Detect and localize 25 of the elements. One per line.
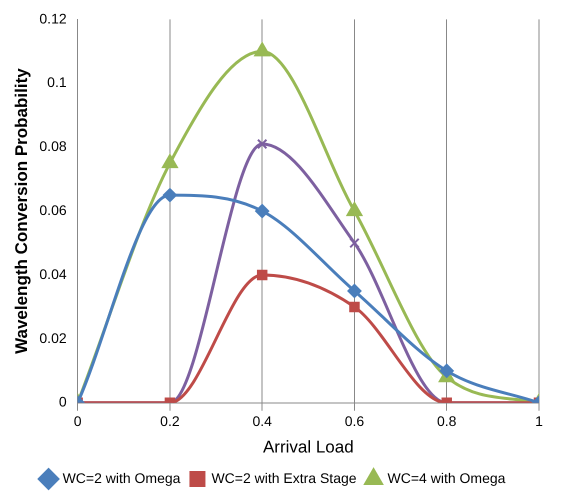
y-tick-label: 0.12: [39, 10, 67, 26]
y-axis-title: Wavelength Conversion Probability: [12, 68, 31, 354]
x-axis-title: Arrival Load: [262, 437, 354, 456]
y-tick-label: 0.04: [39, 266, 67, 282]
x-tick-label: 0.2: [160, 413, 180, 430]
point: [162, 188, 177, 202]
y-tick-label: 0.06: [39, 202, 67, 218]
x-tick-label: 0: [74, 413, 82, 430]
x-tick-label: 0.6: [344, 413, 364, 430]
point: [347, 284, 362, 298]
y-tick-label: 0.08: [39, 138, 67, 154]
y-tick-label: 0.1: [47, 74, 67, 90]
point: [255, 204, 270, 218]
x-tick-label: 1: [535, 413, 544, 430]
x-tick-label: 0.4: [252, 413, 272, 430]
y-tick-label: 0.02: [39, 330, 67, 346]
point: [349, 238, 360, 248]
point: [256, 138, 268, 150]
legend-label: WC=4 with Omega: [388, 470, 506, 486]
point: [256, 270, 268, 280]
y-tick-label: 0: [58, 394, 67, 410]
point: [349, 302, 360, 312]
legend-label: WC=2 with Extra Stage: [211, 470, 357, 486]
legend-label: WC=2 with Omega: [62, 470, 181, 486]
x-tick-label: 0.8: [436, 413, 457, 430]
